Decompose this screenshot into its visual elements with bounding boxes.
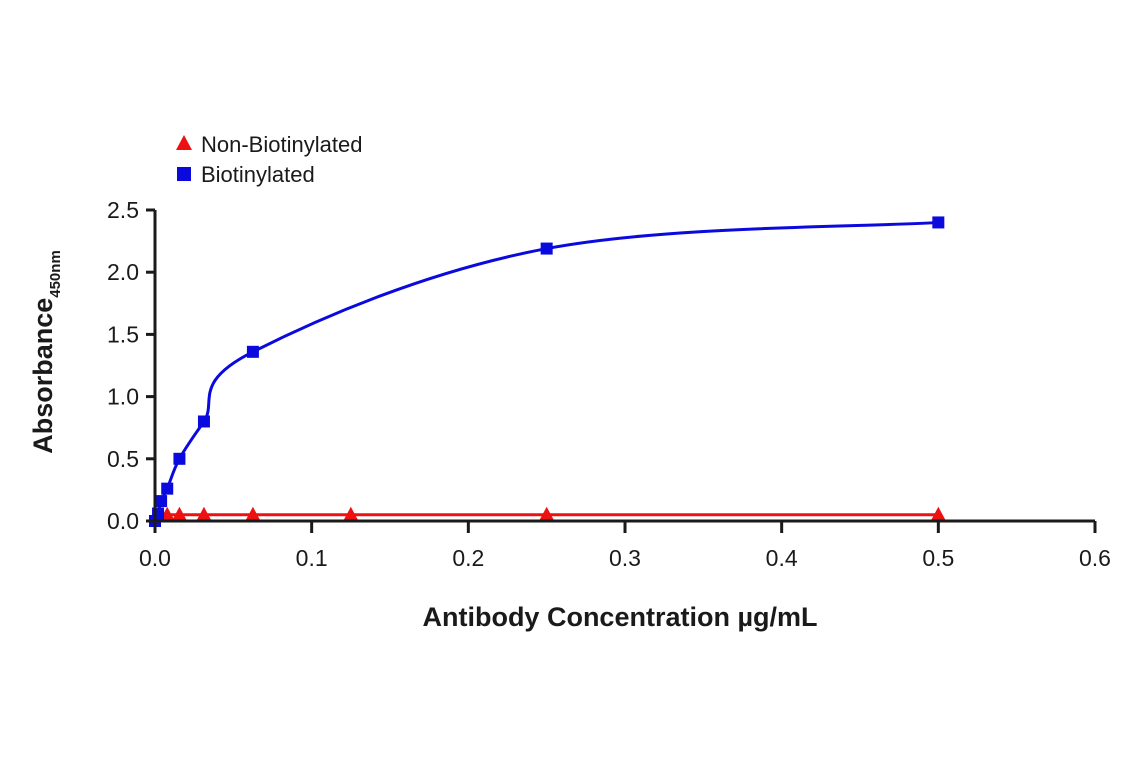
legend-label: Non-Biotinylated — [201, 132, 362, 157]
biotinylated-marker — [246, 345, 259, 358]
biotinylated-marker — [540, 242, 553, 255]
square-marker-icon — [177, 167, 191, 181]
y-tick-label: 0.0 — [107, 508, 139, 534]
x-axis-title: Antibody Concentration µg/mL — [422, 602, 817, 632]
non-biotinylated-marker — [172, 506, 187, 520]
biotinylated-line — [153, 220, 939, 522]
y-tick-label: 2.0 — [107, 259, 139, 285]
y-axis-title-main: Absorbance — [28, 298, 58, 454]
triangle-marker-icon — [176, 135, 192, 150]
x-tick-label: 0.3 — [609, 545, 641, 571]
x-tick-label: 0.1 — [296, 545, 328, 571]
biotinylated-marker — [932, 216, 945, 229]
legend-label: Biotinylated — [201, 162, 315, 187]
biotinylated-marker — [173, 452, 186, 465]
plot-markers — [148, 216, 946, 527]
y-tick-label: 0.5 — [107, 446, 139, 472]
y-axis-title-subscript: 450nm — [47, 250, 64, 298]
x-tick-label: 0.2 — [452, 545, 484, 571]
x-tick-label: 0.0 — [139, 545, 171, 571]
legend: Non-Biotinylated Biotinylated — [176, 132, 362, 187]
non-biotinylated-marker — [245, 506, 260, 520]
x-tick-label: 0.4 — [766, 545, 798, 571]
non-biotinylated-marker — [196, 506, 211, 520]
y-axis-title: Absorbance450nm — [28, 250, 64, 454]
biotinylated-marker — [161, 482, 174, 495]
non-biotinylated-marker — [343, 506, 358, 520]
biotinylated-marker — [155, 495, 168, 508]
axes: 0.0 0.5 1.0 1.5 2.0 2.5 0.0 0.1 0.2 0.3 0.4 0.5 0.6 — [107, 197, 1111, 571]
non-biotinylated-marker — [931, 506, 946, 520]
y-tick-label: 2.5 — [107, 197, 139, 223]
legend-item: Non-Biotinylated — [176, 132, 362, 157]
y-tick-label: 1.0 — [107, 384, 139, 410]
legend-item: Biotinylated — [177, 162, 315, 187]
x-tick-label: 0.5 — [922, 545, 954, 571]
plot-lines — [153, 220, 939, 522]
biotinylated-marker — [197, 415, 210, 428]
x-tick-label: 0.6 — [1079, 545, 1111, 571]
non-biotinylated-marker — [539, 506, 554, 520]
y-tick-label: 1.5 — [107, 321, 139, 347]
